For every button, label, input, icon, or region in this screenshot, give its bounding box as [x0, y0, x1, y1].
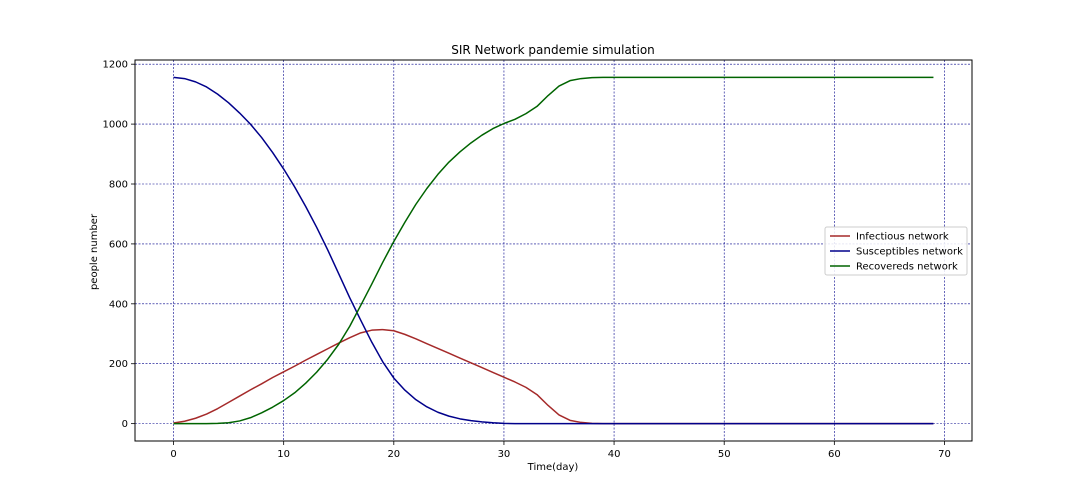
legend: Infectious network Susceptibles network Re…: [824, 226, 968, 276]
y-axis-ticks: 0 200 400 600 800 1000 1200: [103, 60, 135, 430]
y-tick-label: 1200: [103, 60, 128, 71]
plot-frame: [134, 59, 973, 442]
y-tick-label: 200: [109, 359, 128, 370]
x-tick-label: 10: [277, 449, 290, 460]
y-tick-label: 1000: [103, 120, 128, 131]
x-tick-label: 50: [718, 449, 731, 460]
legend-label: Recovereds network: [856, 262, 958, 273]
legend-label: Infectious network: [856, 232, 949, 243]
series-line-3: [173, 76, 934, 425]
x-tick-label: 30: [498, 449, 511, 460]
x-tick-label: 20: [387, 449, 400, 460]
y-axis-label: people number: [89, 213, 100, 290]
series-line-2: [173, 76, 934, 425]
legend-box: [824, 226, 968, 276]
x-tick-label: 0: [170, 449, 176, 460]
x-axis-ticks: 0 10 20 30 40 50 60 70: [170, 441, 951, 460]
y-tick-label: 600: [109, 239, 128, 250]
y-tick-label: 800: [109, 180, 128, 191]
legend-label: Susceptibles network: [856, 247, 963, 258]
y-tick-label: 0: [122, 419, 128, 430]
x-tick-label: 60: [828, 449, 841, 460]
x-axis-label: Time(day): [527, 462, 579, 473]
y-tick-label: 400: [109, 299, 128, 310]
series-layer: [173, 76, 934, 425]
x-tick-label: 70: [938, 449, 951, 460]
x-tick-label: 40: [608, 449, 621, 460]
chart-title: SIR Network pandemie simulation: [451, 43, 655, 57]
